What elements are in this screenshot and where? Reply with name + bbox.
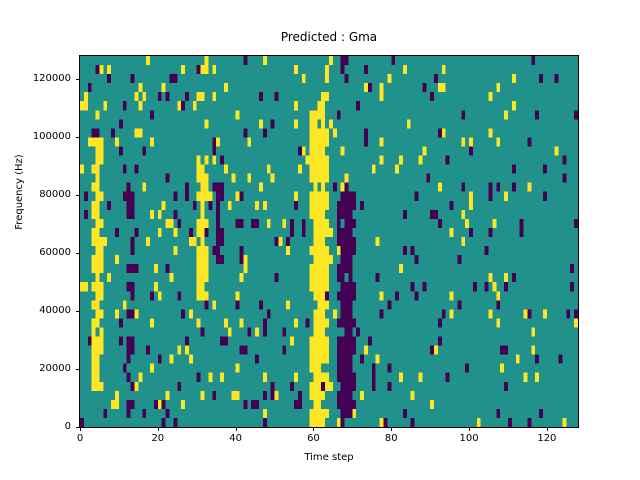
heatmap-image [80,56,578,427]
y-tick-mark [76,369,80,371]
y-tick-mark [76,137,80,139]
x-tick-label: 40 [229,433,242,444]
x-tick-mark [235,427,237,431]
x-tick-label: 0 [76,433,84,444]
y-tick-label: 20000 [39,363,71,375]
y-tick-label: 0 [64,421,71,432]
y-tick-mark [76,79,80,81]
x-tick-label: 100 [459,433,479,444]
x-tick-mark [469,427,471,431]
y-tick-mark [76,195,80,197]
page-title: Predicted : Gma [280,30,378,44]
x-tick-label: 120 [537,433,557,444]
x-tick-mark [546,427,548,431]
y-tick-label: 100000 [32,131,71,143]
y-axis-label: Frequency (Hz) [14,154,25,230]
x-axis-label: Time step [304,452,354,463]
x-tick-mark [391,427,393,431]
y-tick-mark [76,427,80,428]
x-tick-mark [157,427,159,431]
x-tick-label: 20 [151,433,165,444]
x-tick-label: 80 [384,433,398,444]
x-tick-label: 60 [307,433,320,444]
y-tick-label: 60000 [39,247,71,259]
y-tick-mark [76,253,80,255]
y-tick-label: 120000 [32,73,71,85]
y-tick-label: 80000 [39,189,71,201]
x-tick-mark [80,427,81,431]
y-tick-label: 40000 [39,305,71,317]
y-tick-mark [76,311,80,313]
heatmap-plot-area [79,55,579,428]
x-tick-mark [313,427,315,431]
